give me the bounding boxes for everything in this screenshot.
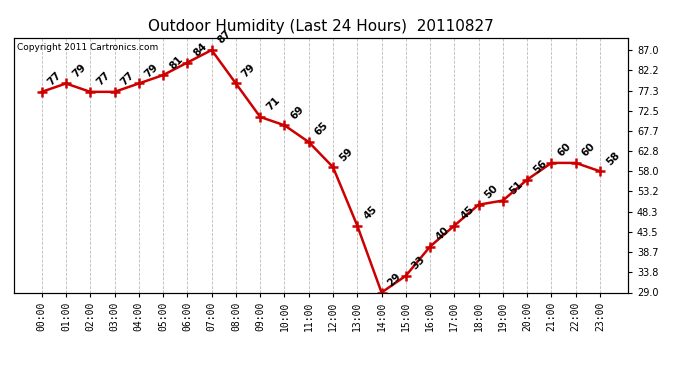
Text: 58: 58: [604, 150, 622, 167]
Text: 59: 59: [337, 146, 355, 163]
Text: 71: 71: [264, 95, 282, 113]
Text: 56: 56: [531, 158, 549, 176]
Text: 33: 33: [410, 254, 427, 272]
Text: Copyright 2011 Cartronics.com: Copyright 2011 Cartronics.com: [17, 43, 158, 52]
Text: 51: 51: [507, 179, 524, 196]
Text: 40: 40: [434, 225, 452, 242]
Text: 87: 87: [216, 28, 233, 46]
Text: 79: 79: [143, 62, 160, 80]
Title: Outdoor Humidity (Last 24 Hours)  20110827: Outdoor Humidity (Last 24 Hours) 2011082…: [148, 18, 494, 33]
Text: 77: 77: [46, 70, 63, 88]
Text: 45: 45: [459, 204, 476, 222]
Text: 29: 29: [386, 271, 403, 288]
Text: 81: 81: [167, 54, 184, 71]
Text: 77: 77: [119, 70, 136, 88]
Text: 84: 84: [192, 41, 209, 58]
Text: 77: 77: [95, 70, 112, 88]
Text: 50: 50: [483, 183, 500, 201]
Text: 60: 60: [580, 141, 598, 159]
Text: 79: 79: [240, 62, 257, 80]
Text: 60: 60: [555, 141, 573, 159]
Text: 79: 79: [70, 62, 88, 80]
Text: 45: 45: [362, 204, 379, 222]
Text: 69: 69: [288, 104, 306, 121]
Text: 65: 65: [313, 120, 331, 138]
